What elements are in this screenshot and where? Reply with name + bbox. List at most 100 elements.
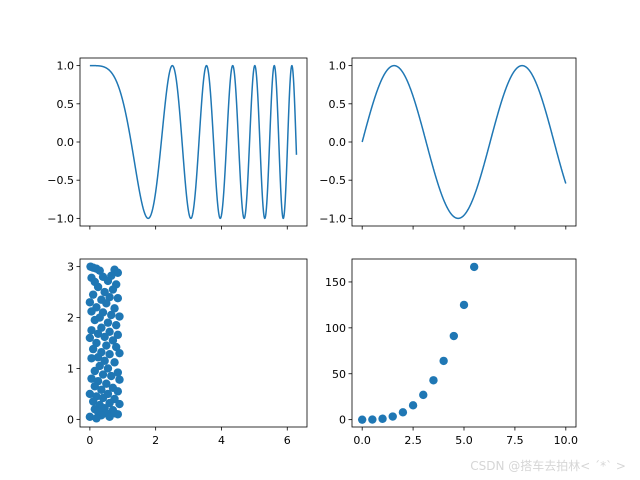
scatter-point <box>98 370 108 379</box>
scatter-point <box>102 379 111 388</box>
scatter-point <box>108 336 118 345</box>
scatter-point <box>108 285 118 294</box>
scatter-point <box>113 268 123 277</box>
scatter-point <box>103 276 113 286</box>
scatter-point <box>439 356 448 366</box>
series-line <box>361 64 567 220</box>
scatter-point <box>113 387 123 396</box>
x-tick-label: 5.0 <box>455 434 473 447</box>
y-tick-label: −0.5 <box>47 174 74 187</box>
y-tick-label: 3 <box>67 261 74 274</box>
scatter-point <box>88 290 98 299</box>
x-tick-label: 6 <box>284 434 291 447</box>
y-tick-label: 2 <box>67 312 74 325</box>
scatter-point <box>398 408 408 417</box>
scatter-point <box>102 299 111 308</box>
plot-area <box>89 64 298 220</box>
scatter-point <box>100 332 109 342</box>
y-tick-label: −0.5 <box>319 174 346 187</box>
scatter-point <box>85 389 95 399</box>
scatter-point <box>449 331 459 341</box>
y-tick-label: 1.0 <box>57 60 75 73</box>
x-tick-label: 4 <box>218 434 225 447</box>
plot-area <box>85 262 124 423</box>
y-tick-label: 150 <box>325 276 346 289</box>
scatter-point <box>357 415 367 424</box>
scatter-point <box>378 414 387 423</box>
axes-frame <box>79 258 308 428</box>
subplot-3: 0 1 2 3 0 2 4 6 <box>67 258 308 447</box>
scatter-point <box>85 298 95 307</box>
scatter-point <box>469 262 479 272</box>
y-tick-label: −1.0 <box>319 212 346 225</box>
scatter-point <box>115 312 124 321</box>
scatter-point <box>93 282 103 292</box>
scatter-point <box>408 401 418 410</box>
subplot-1: −1.0 −0.5 0.0 0.5 1.0 <box>47 57 308 230</box>
scatter-point <box>115 348 124 358</box>
scatter-point <box>113 330 123 340</box>
scatter-point <box>107 310 116 320</box>
y-tick-label: 0.5 <box>57 98 75 111</box>
scatter-point <box>102 341 111 350</box>
y-tick-label: −1.0 <box>47 212 74 225</box>
scatter-point <box>90 366 100 376</box>
scatter-point <box>98 393 108 403</box>
x-tick-label: 7.5 <box>506 434 524 447</box>
scatter-point <box>85 412 95 422</box>
axes-frame <box>351 57 577 227</box>
scatter-point <box>419 390 428 400</box>
axes-frame <box>351 258 577 428</box>
scatter-point <box>90 315 100 325</box>
scatter-point <box>103 364 113 373</box>
scatter-point <box>87 354 96 363</box>
scatter-point <box>90 382 100 391</box>
scatter-point <box>388 412 397 421</box>
scatter-point <box>92 414 101 423</box>
scatter-point <box>110 358 119 367</box>
x-tick-label: 0.0 <box>353 434 371 447</box>
watermark: CSDN @搭车去拍林< ´*` > <box>470 459 626 473</box>
y-tick-label: 0 <box>67 413 74 426</box>
scatter-point <box>88 397 98 406</box>
scatter-point <box>110 304 119 313</box>
subplot-2: −1.0 −0.5 0.0 0.5 1.0 <box>319 57 577 230</box>
scatter-point <box>87 307 96 316</box>
plot-area <box>357 262 479 424</box>
x-tick-label: 0 <box>86 434 93 447</box>
scatter-point <box>115 375 124 384</box>
scatter-point <box>110 409 119 418</box>
y-tick-label: 0.0 <box>57 136 75 149</box>
scatter-point <box>85 333 95 343</box>
scatter-point <box>87 374 96 383</box>
scatter-point <box>113 368 123 377</box>
scatter-point <box>429 376 438 385</box>
y-tick-label: 0 <box>339 414 346 427</box>
scatter-point <box>93 329 103 339</box>
x-tick-label: 10.0 <box>554 434 579 447</box>
scatter-point <box>103 318 113 327</box>
scatter-point <box>93 353 103 362</box>
y-tick-label: 50 <box>332 368 346 381</box>
scatter-point <box>105 350 114 359</box>
scatter-point <box>111 320 121 330</box>
scatter-point <box>107 371 116 381</box>
scatter-point <box>97 385 106 395</box>
plot-area <box>361 64 567 220</box>
y-tick-label: 1.0 <box>329 60 347 73</box>
scatter-point <box>368 415 377 424</box>
scatter-point <box>88 344 98 354</box>
y-tick-label: 1 <box>67 362 74 375</box>
scatter-point <box>459 300 469 310</box>
x-tick-label: 2 <box>152 434 159 447</box>
subplot-4: 0 50 100 150 0.0 2.5 5.0 7.5 10.0 <box>325 258 579 447</box>
y-tick-label: 100 <box>325 322 346 335</box>
scatter-point <box>87 326 96 335</box>
scatter-point <box>113 294 123 303</box>
scatter-point <box>115 399 124 409</box>
y-tick-label: 0.5 <box>329 98 347 111</box>
series-line <box>89 64 298 220</box>
x-tick-label: 2.5 <box>404 434 422 447</box>
y-tick-label: 0.0 <box>329 136 347 149</box>
